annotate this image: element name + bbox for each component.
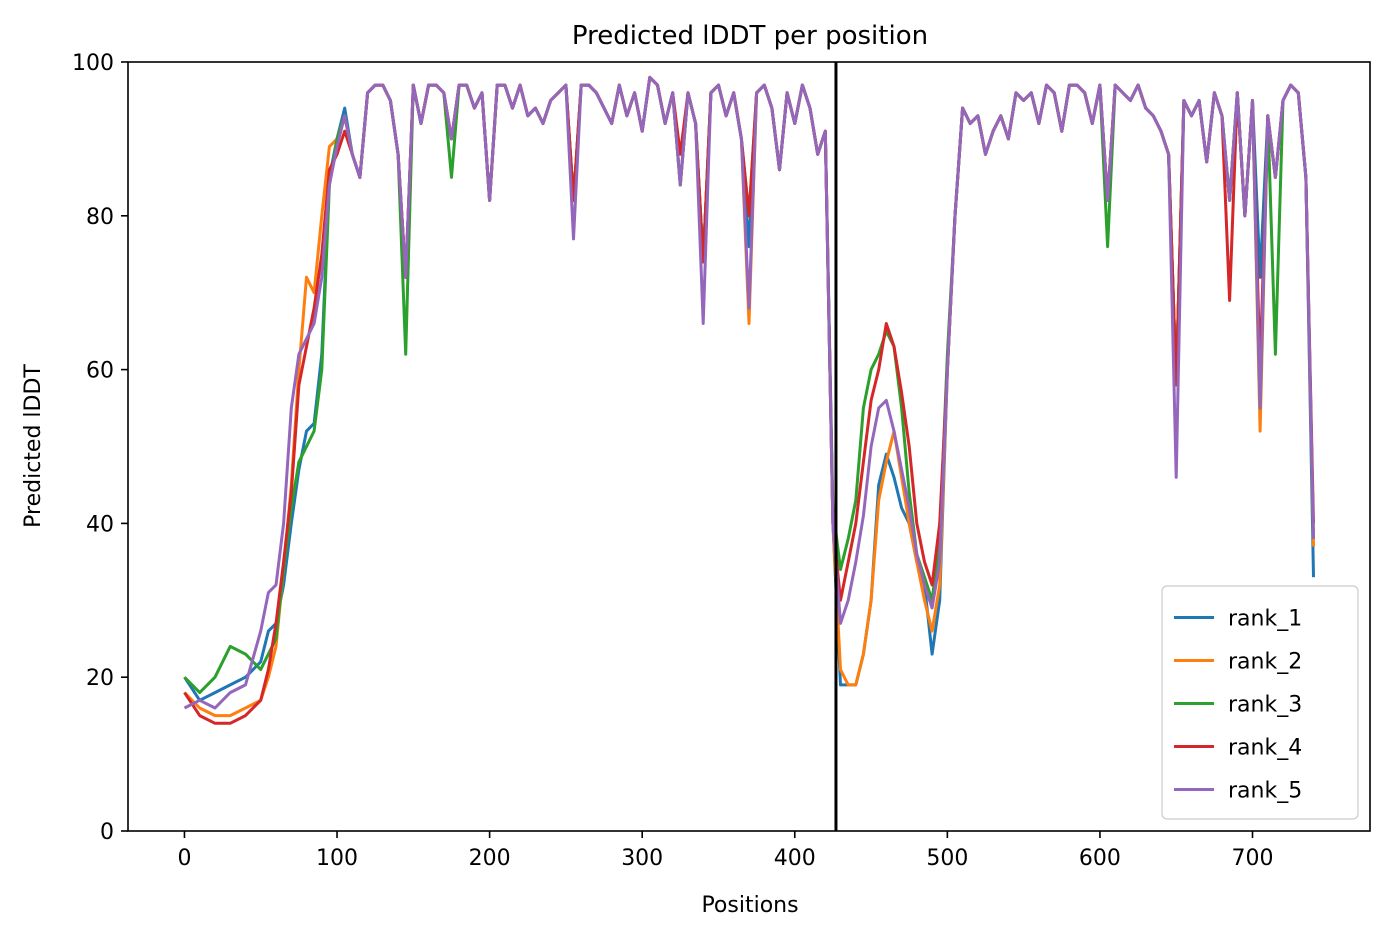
y-axis: 0 20 40 60 80 100 [72, 51, 128, 845]
series-line-rank_4 [183, 75, 1315, 725]
legend-label-rank_5: rank_5 [1228, 779, 1302, 804]
x-tick-label: 600 [1079, 846, 1121, 871]
y-axis-title: Predicted lDDT [21, 364, 46, 528]
y-tick-label: 40 [86, 512, 114, 537]
y-tick-label: 60 [86, 359, 114, 384]
x-axis-title: Positions [701, 893, 798, 918]
series-line-rank_5 [183, 75, 1315, 710]
x-tick-label: 300 [621, 846, 663, 871]
series-line-rank_2 [183, 75, 1315, 718]
y-tick-label: 80 [86, 205, 114, 230]
legend-label-rank_4: rank_4 [1228, 736, 1302, 761]
x-tick-label: 500 [926, 846, 968, 871]
y-tick-label: 0 [100, 820, 114, 845]
legend-label-rank_2: rank_2 [1228, 650, 1302, 675]
series-line-rank_1 [183, 75, 1315, 702]
y-tick-label: 100 [72, 51, 114, 76]
y-tick-label: 20 [86, 666, 114, 691]
x-tick-label: 700 [1232, 846, 1274, 871]
series-line-rank_3 [183, 75, 1315, 695]
x-tick-label: 200 [469, 846, 511, 871]
legend: rank_1 rank_2 rank_3 rank_4 rank_5 [1161, 585, 1359, 820]
x-tick-label: 0 [177, 846, 191, 871]
x-axis: 0 100 200 300 400 500 600 700 [177, 831, 1274, 871]
legend-box [1161, 585, 1359, 820]
plot-area [183, 62, 1315, 831]
plot-frame [127, 61, 1371, 832]
legend-label-rank_3: rank_3 [1228, 693, 1302, 718]
x-tick-label: 400 [774, 846, 816, 871]
legend-label-rank_1: rank_1 [1228, 607, 1302, 632]
x-tick-label: 100 [316, 846, 358, 871]
chart-title: Predicted lDDT per position [572, 21, 928, 51]
